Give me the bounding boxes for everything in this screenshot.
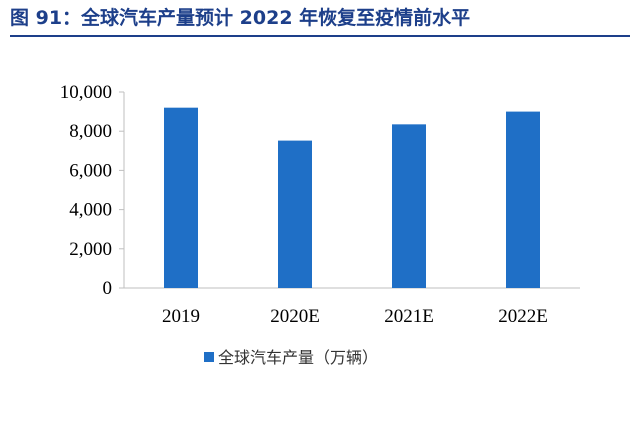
x-axis-ticks: 2019 2020E 2021E 2022E — [162, 306, 548, 327]
figure-title: 图 91：全球汽车产量预计 2022 年恢复至疫情前水平 — [10, 7, 471, 29]
y-axis-ticks: 0 2,000 4,000 6,000 8,000 10,000 — [60, 82, 124, 299]
chart-axes — [123, 92, 580, 289]
y-tick-label: 0 — [103, 278, 113, 299]
y-tick-label: 6,000 — [69, 160, 112, 181]
y-tick-label: 2,000 — [69, 239, 112, 260]
bar-2019 — [164, 107, 198, 289]
y-tick-label: 10,000 — [60, 82, 112, 103]
x-tick-label: 2020E — [270, 306, 320, 327]
bar-series — [164, 107, 540, 289]
legend-swatch — [204, 352, 214, 362]
legend-label: 全球汽车产量（万辆） — [218, 348, 378, 367]
bar-2021E — [392, 124, 426, 288]
bar-2020E — [278, 140, 312, 288]
x-tick-label: 2019 — [162, 306, 200, 327]
title-underline — [10, 35, 630, 37]
chart-legend: 全球汽车产量（万辆） — [204, 348, 378, 367]
y-tick-label: 8,000 — [69, 121, 112, 142]
y-tick-label: 4,000 — [69, 200, 112, 221]
x-tick-label: 2021E — [384, 306, 434, 327]
x-tick-label: 2022E — [498, 306, 548, 327]
bar-2022E — [506, 111, 540, 288]
